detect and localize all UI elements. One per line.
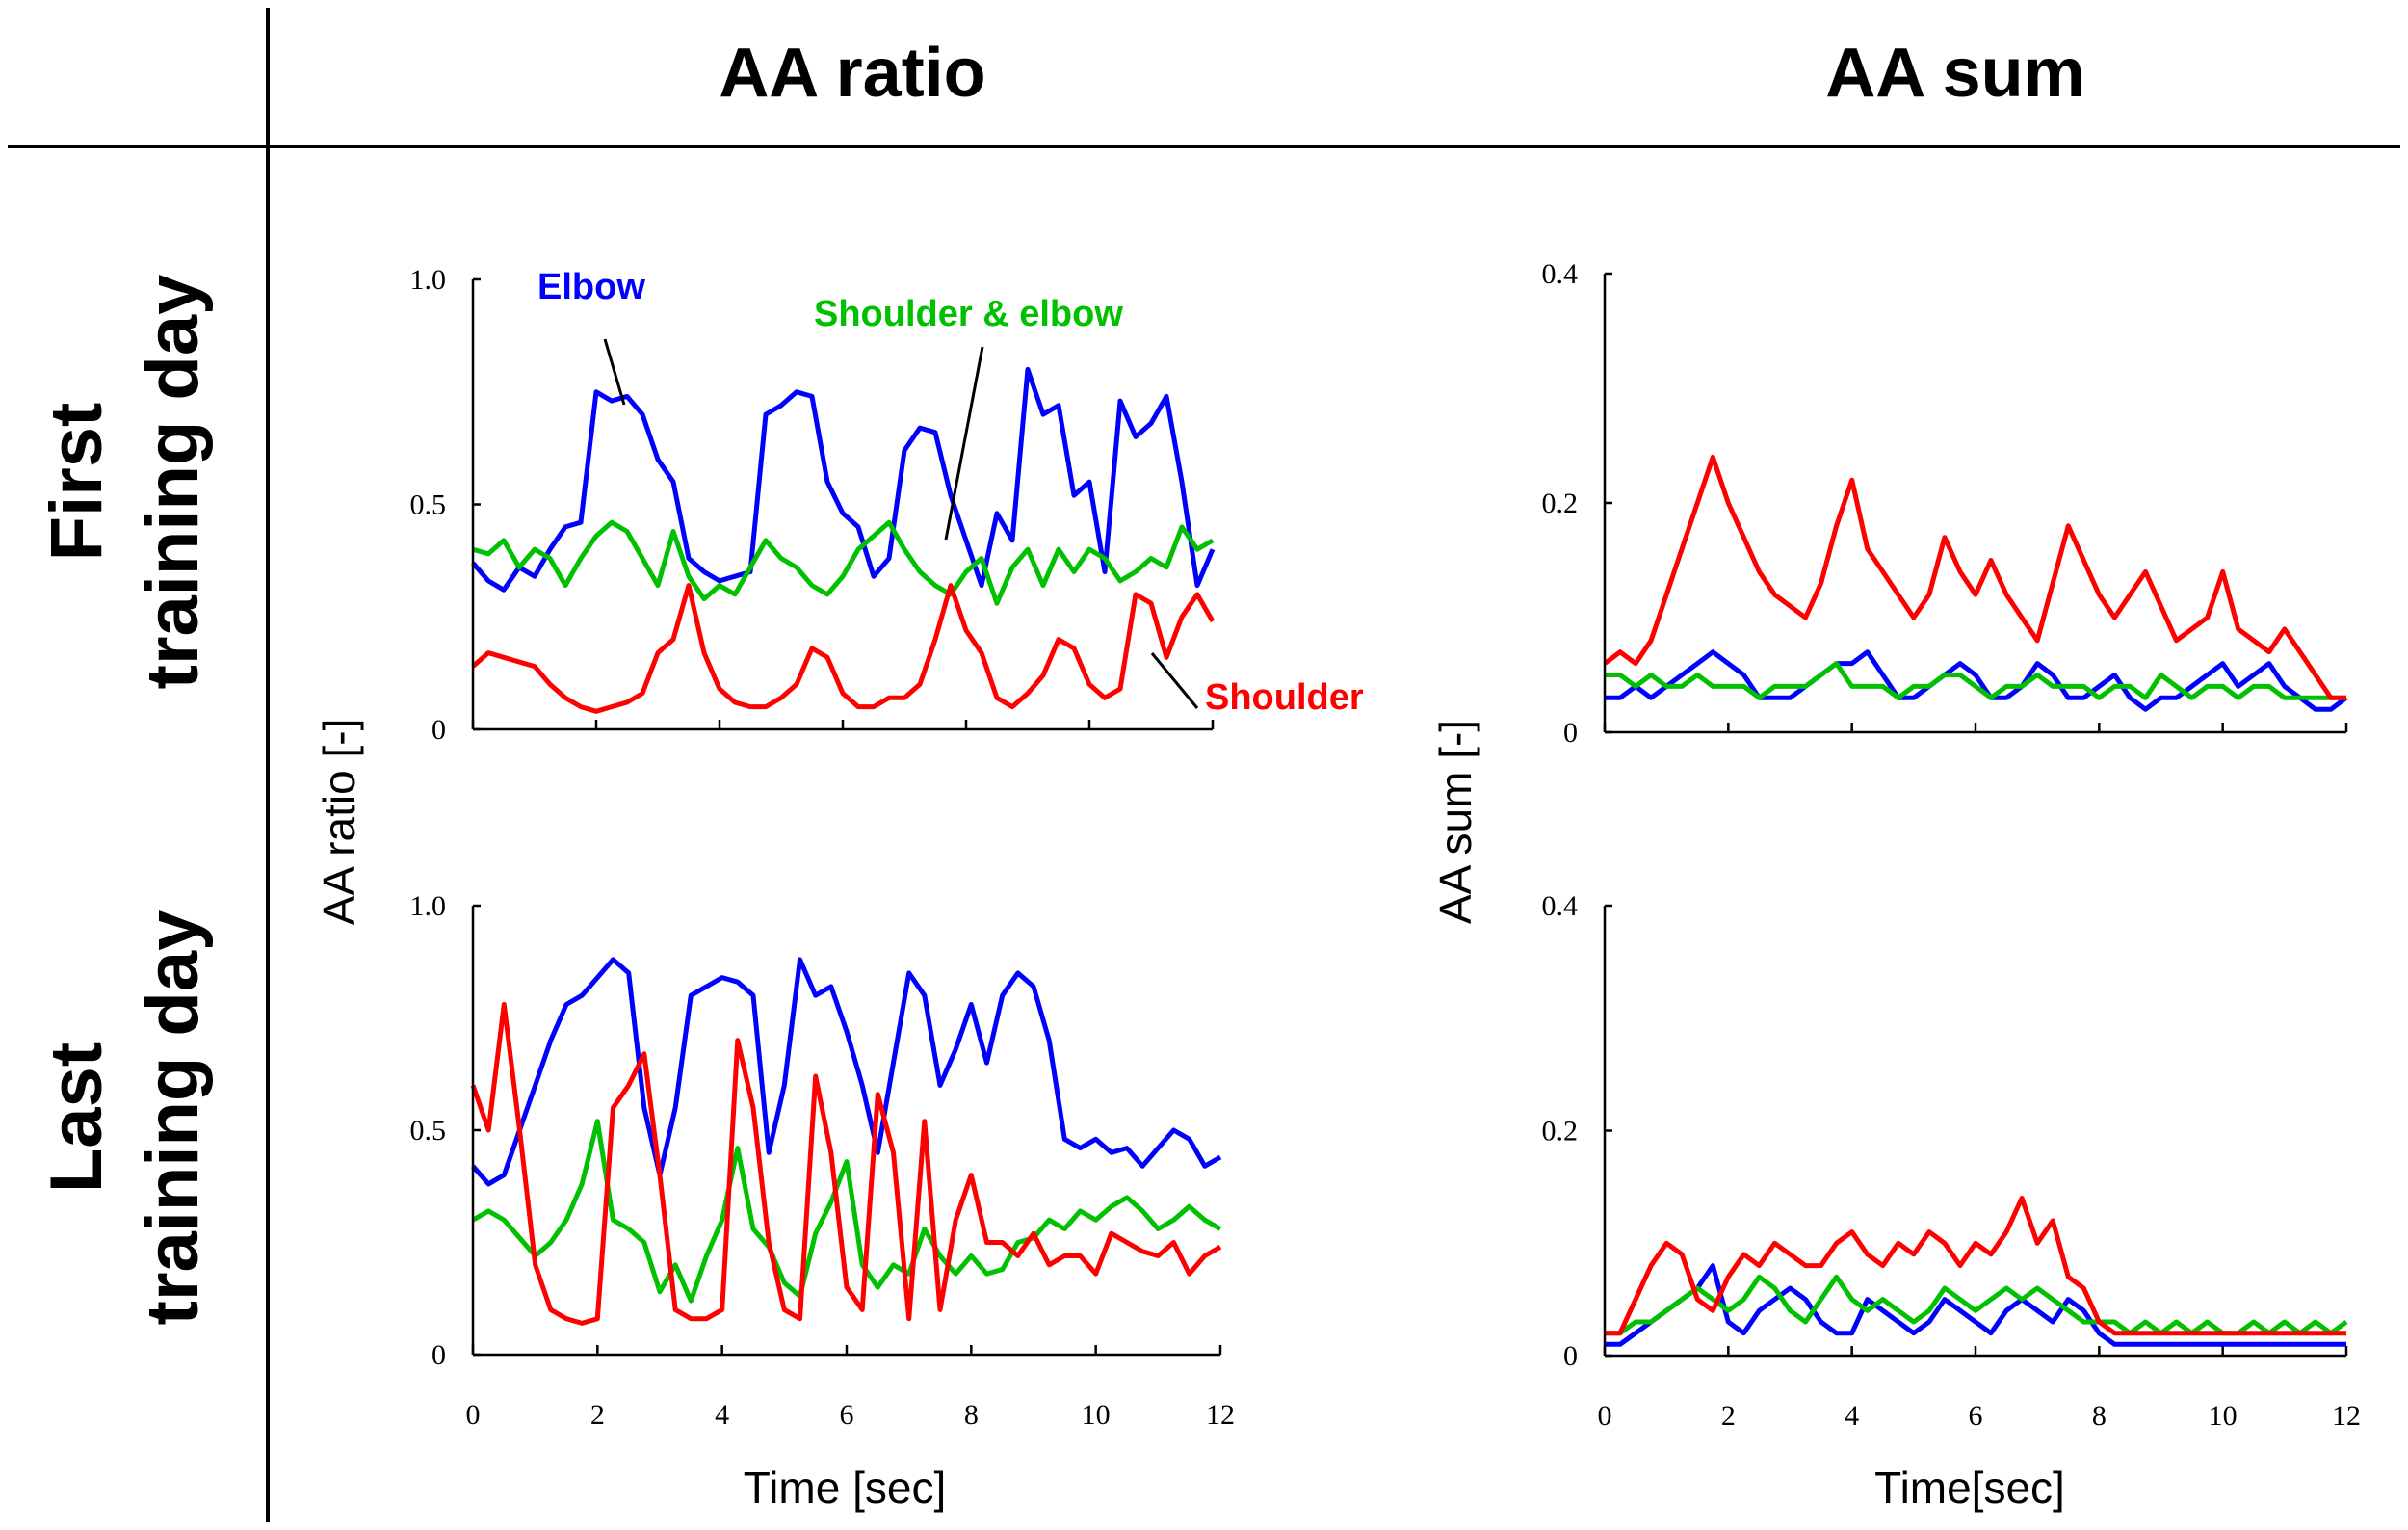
row-label-first-line1: First: [36, 403, 118, 562]
legend-shoulder: Shoulder: [1205, 677, 1364, 718]
x-tick-label: 4: [715, 1399, 729, 1431]
series-line-shoulder: [470, 1002, 1222, 1326]
y-axis-label-aa-sum: AA sum [-]: [1430, 720, 1480, 924]
y-tick-label: 0.5: [410, 1115, 447, 1147]
y-tick-label: 0: [432, 714, 446, 746]
x-tick-label: 6: [1969, 1400, 1983, 1432]
panel-ratio-first: 0 0.5 1.0: [410, 264, 1216, 746]
x-tick-label: 10: [2209, 1400, 2238, 1432]
y-tick-label: 0.2: [1542, 1116, 1579, 1148]
series-line-shoulder: [1603, 454, 2346, 700]
x-tick-label: 2: [1721, 1400, 1736, 1432]
y-tick-label: 0.4: [1542, 258, 1579, 290]
y-tick-label: 0.4: [1542, 890, 1579, 922]
x-tick-label: 4: [1845, 1400, 1859, 1432]
x-tick-label: 0: [1598, 1400, 1612, 1432]
x-axis-label-sum: Time[sec]: [1874, 1463, 2065, 1513]
y-tick-label: 1.0: [410, 264, 447, 296]
y-tick-label: 0: [1563, 1340, 1578, 1372]
legend-shoulder-pointer: [1150, 652, 1199, 709]
y-tick-label: 0: [1563, 717, 1578, 749]
series-line-shoulder: [1605, 1196, 2346, 1336]
series-line-shoulder-elbow: [471, 1119, 1222, 1304]
series-line-elbow: [1605, 649, 2348, 712]
panel-sum-first: 0 0.2 0.4: [1542, 258, 2348, 749]
legend-elbow-pointer: [603, 338, 626, 406]
legend-shoulder-elbow-pointer: [944, 346, 984, 541]
series-line-elbow: [471, 366, 1216, 593]
x-tick-label: 0: [466, 1399, 481, 1431]
x-tick-label: 10: [1082, 1399, 1111, 1431]
y-tick-label: 0.5: [410, 489, 447, 521]
series-line-elbow: [471, 957, 1222, 1187]
series-line-shoulder-elbow: [1605, 661, 2346, 700]
series-line-elbow: [1605, 1263, 2346, 1347]
row-label-last-line2: training day: [132, 910, 214, 1326]
x-tick-label: 8: [2092, 1400, 2107, 1432]
x-tick-label: 12: [1206, 1399, 1235, 1431]
series-line-shoulder: [471, 583, 1216, 714]
y-tick-label: 0.2: [1542, 488, 1579, 519]
legend-elbow: Elbow: [537, 267, 645, 307]
legend-shoulder-elbow: Shoulder & elbow: [814, 294, 1123, 334]
panel-sum-last: 0 0.2 0.4 0 2 4 6 8 10 12: [1542, 890, 2362, 1432]
row-label-first-line2: training day: [132, 275, 214, 690]
x-tick-label: 12: [2332, 1400, 2361, 1432]
x-tick-label: 6: [840, 1399, 854, 1431]
y-tick-label: 0: [432, 1339, 446, 1371]
y-tick-label: 1.0: [410, 890, 447, 922]
x-tick-label: 8: [964, 1399, 979, 1431]
x-tick-label: 2: [590, 1399, 605, 1431]
y-axis-label-aa-ratio: AA ratio [-]: [314, 719, 364, 926]
row-label-last-line1: Last: [36, 1042, 118, 1193]
column-title-aa-sum: AA sum: [1825, 35, 2084, 112]
series-line-shoulder-elbow: [472, 519, 1215, 606]
panel-ratio-last: 0 0.5 1.0 0 2 4 6 8 10 12: [410, 890, 1236, 1431]
column-title-aa-ratio: AA ratio: [719, 35, 985, 112]
x-axis-label-ratio: Time [sec]: [744, 1463, 946, 1513]
